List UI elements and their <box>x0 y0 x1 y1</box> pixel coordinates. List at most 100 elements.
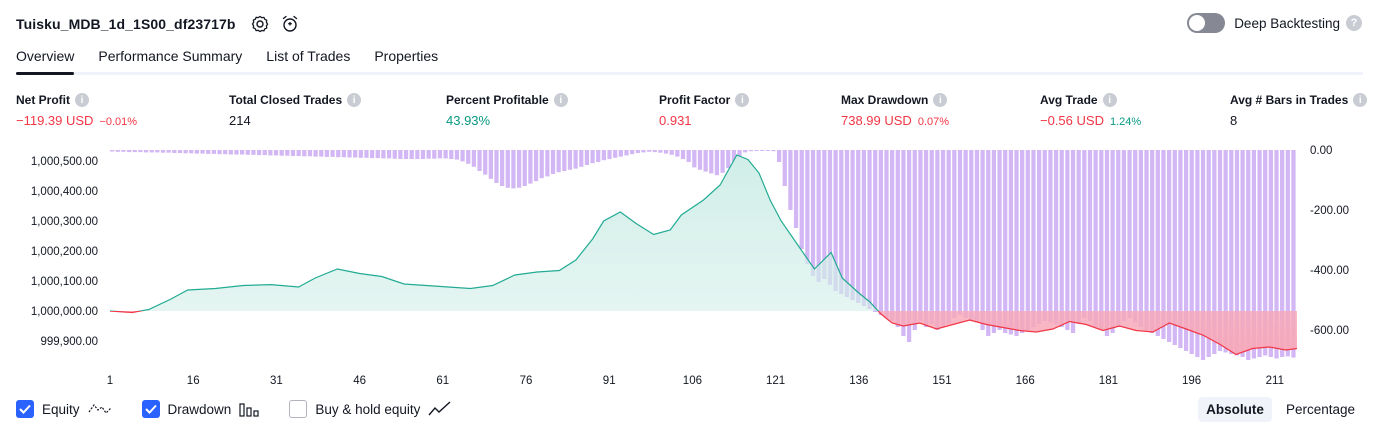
checkbox-unchecked[interactable] <box>289 400 308 418</box>
x-tick-label: 46 <box>353 375 366 385</box>
drawdown-bar <box>285 150 290 156</box>
checkbox-checked[interactable] <box>141 400 160 418</box>
y-left-tick-label: 1,000,500.00 <box>31 156 98 168</box>
drawdown-bar <box>1070 150 1076 333</box>
drawdown-bar <box>743 150 748 153</box>
drawdown-bar <box>166 150 171 153</box>
drawdown-bar <box>771 150 776 152</box>
y-right-tick-label: 0.00 <box>1310 145 1332 157</box>
x-tick-label: 196 <box>1182 375 1201 385</box>
drawdown-bar <box>596 150 601 162</box>
drawdown-bar <box>1076 150 1081 324</box>
drawdown-bar <box>692 150 697 168</box>
metric-net-profit: Net Profit i −119.39 USD −0.01% <box>16 93 137 128</box>
x-tick-label: 91 <box>603 375 616 385</box>
drawdown-bar <box>1257 150 1262 357</box>
y-left-tick-label: 1,000,200.00 <box>31 246 98 258</box>
drawdown-bar <box>1048 150 1053 323</box>
equity-fill <box>110 155 1297 311</box>
drawdown-bar <box>1291 150 1296 358</box>
drawdown-bar <box>1234 150 1240 356</box>
drawdown-bar <box>449 150 454 159</box>
x-tick-label: 151 <box>932 375 951 385</box>
tab-overview[interactable]: Overview <box>16 48 75 75</box>
drawdown-bar <box>426 150 431 159</box>
metric-value: 0.931 <box>659 113 692 128</box>
drawdown-bar <box>714 150 720 176</box>
drawdown-bar <box>477 150 482 171</box>
drawdown-bar <box>1008 150 1013 335</box>
drawdown-bar <box>1189 150 1194 354</box>
drawdown-bar <box>550 150 556 174</box>
drawdown-bar <box>460 150 465 162</box>
info-icon[interactable]: i <box>347 93 362 107</box>
drawdown-bar <box>963 150 968 318</box>
drawdown-bar <box>1195 150 1200 357</box>
drawdown-bar <box>810 150 816 276</box>
drawdown-bar <box>912 150 917 330</box>
drawdown-bar <box>1280 150 1285 357</box>
drawdown-bar <box>935 150 940 330</box>
info-icon[interactable]: i <box>735 93 750 107</box>
info-icon[interactable]: i <box>75 93 89 107</box>
drawdown-bar <box>1240 150 1245 357</box>
metric-percent-profitable: Percent Profitable i 43.93% <box>446 93 568 128</box>
x-tick-label: 31 <box>270 375 283 385</box>
drawdown-bar <box>522 150 527 186</box>
drawdown-bar <box>686 150 691 162</box>
drawdown-bar <box>929 150 934 324</box>
buy-hold-checkbox[interactable]: Buy & hold equity <box>289 400 452 418</box>
buy-hold-label: Buy & hold equity <box>315 401 421 417</box>
drawdown-bar <box>494 150 499 183</box>
drawdown-bar <box>1212 150 1217 354</box>
settings-icon[interactable] <box>250 14 270 34</box>
metric-sub: 0.07% <box>917 116 950 128</box>
drawdown-bar <box>386 150 392 159</box>
add-alert-icon[interactable] <box>280 14 300 34</box>
info-icon[interactable]: i <box>553 93 568 107</box>
drawdown-checkbox[interactable]: Drawdown <box>141 400 260 418</box>
deep-backtesting: Deep Backtesting ? <box>1187 13 1362 33</box>
drawdown-bar <box>737 150 742 156</box>
drawdown-bar <box>1206 150 1211 357</box>
x-tick-label: 121 <box>766 375 785 385</box>
help-icon[interactable]: ? <box>1346 15 1362 31</box>
metric-avg-trade: Avg Trade i −0.56 USD 1.24% <box>1040 93 1141 128</box>
drawdown-bar <box>584 150 590 165</box>
percentage-button[interactable]: Percentage <box>1285 402 1355 417</box>
drawdown-bar <box>1082 150 1087 318</box>
info-icon[interactable]: i <box>1353 93 1368 107</box>
info-icon[interactable]: i <box>1102 93 1117 107</box>
drawdown-bar <box>155 150 160 153</box>
drawdown-bar <box>590 150 595 164</box>
drawdown-bar <box>833 150 838 291</box>
absolute-button[interactable]: Absolute <box>1198 397 1272 422</box>
drawdown-bar <box>697 150 703 170</box>
drawdown-bar <box>358 150 363 158</box>
drawdown-bar <box>663 150 669 154</box>
drawdown-bar <box>273 150 279 156</box>
drawdown-bar <box>850 150 855 300</box>
metric-label: Net Profit <box>16 93 70 107</box>
drawdown-bar <box>381 150 386 159</box>
loss-line <box>109 311 1298 356</box>
drawdown-bar <box>1167 150 1172 342</box>
drawdown-bar <box>488 150 493 179</box>
drawdown-bar <box>471 150 476 167</box>
drawdown-bar <box>1059 150 1064 327</box>
tab-properties[interactable]: Properties <box>374 48 439 64</box>
equity-checkbox[interactable]: Equity <box>16 400 112 418</box>
tab-performance-summary[interactable]: Performance Summary <box>98 48 243 64</box>
scale-toggle: Absolute Percentage <box>1192 397 1363 422</box>
equity-drawdown-chart: 1,000,500.00 1,000,400.00 1,000,300.00 1,00… <box>31 145 1349 385</box>
tab-list-of-trades[interactable]: List of Trades <box>266 48 351 64</box>
drawdown-bar <box>1229 150 1234 354</box>
x-tick-label: 106 <box>683 375 702 385</box>
drawdown-bar <box>1223 150 1228 353</box>
drawdown-bar <box>194 150 200 154</box>
info-icon[interactable]: i <box>933 93 948 107</box>
checkbox-checked[interactable] <box>16 400 34 418</box>
x-tick-label: 76 <box>520 375 533 385</box>
deep-backtesting-toggle[interactable] <box>1187 13 1226 33</box>
drawdown-bars <box>110 150 1296 360</box>
